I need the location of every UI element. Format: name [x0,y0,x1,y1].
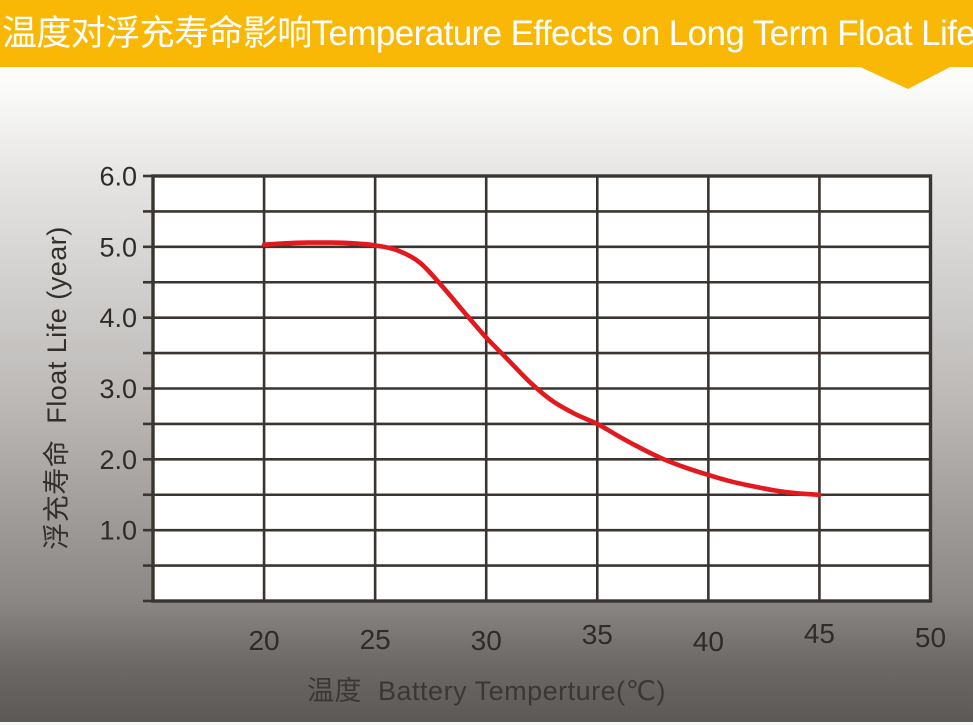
banner-tail-icon [858,66,952,89]
x-tick-label: 30 [471,625,502,656]
y-tick-label: 1.0 [99,516,137,546]
title-banner: 温度对浮充寿命影响Temperature Effects on Long Ter… [0,0,973,67]
y-tick-label: 5.0 [99,232,137,262]
x-tick-label: 45 [804,618,835,649]
bottom-divider [0,722,973,725]
y-axis-title: 浮充寿命 Float Life (year) [42,226,72,550]
x-tick-label: 25 [360,624,391,655]
y-tick-label: 3.0 [99,374,137,404]
y-tick-label: 2.0 [99,445,137,475]
x-axis-title: 温度 Battery Temperture(℃) [307,676,666,706]
page-title: 温度对浮充寿命影响Temperature Effects on Long Ter… [2,14,973,53]
float-life-curve [261,240,822,498]
y-tick-label: 6.0 [99,162,137,192]
y-tick-label: 4.0 [99,303,137,333]
plot-border [151,174,933,603]
x-tick-label: 50 [915,622,946,653]
x-tick-label: 20 [248,625,279,656]
x-tick-label: 40 [693,626,724,657]
x-tick-label: 35 [582,619,613,650]
